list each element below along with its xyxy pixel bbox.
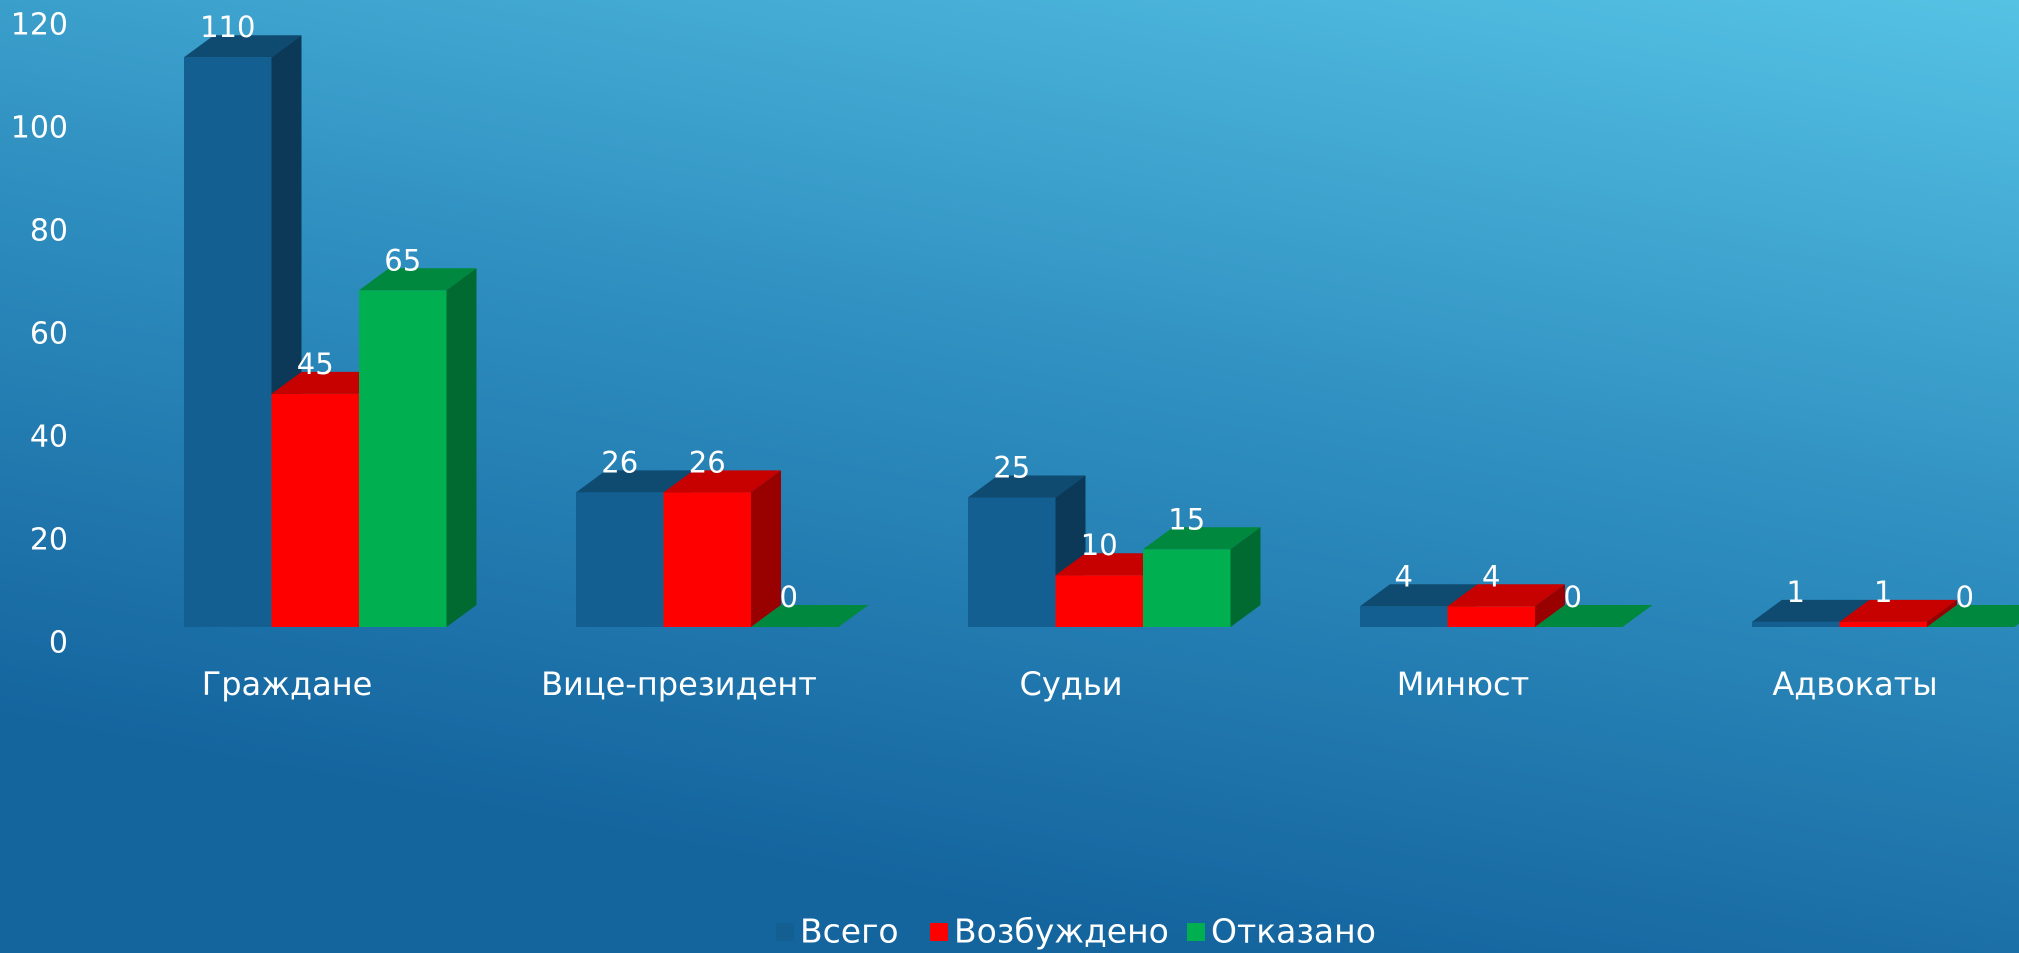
- bar-top: [663, 470, 781, 493]
- bar-top: [1535, 605, 1653, 627]
- value-label: 0: [1564, 580, 1582, 614]
- bar-top: [751, 605, 869, 627]
- bar-top: [359, 268, 477, 291]
- value-label: 110: [200, 10, 255, 44]
- value-label: 1: [1874, 575, 1892, 609]
- legend-label: Всего: [800, 912, 899, 951]
- y-tick-label: 100: [11, 111, 68, 146]
- x-tick-label: Граждане: [202, 665, 373, 703]
- bar-front: [1143, 549, 1231, 627]
- legend-label: Отказано: [1211, 912, 1376, 951]
- bar-front: [1360, 606, 1448, 627]
- x-tick-label: Адвокаты: [1772, 665, 1937, 703]
- bar-front: [968, 497, 1056, 627]
- bar-front: [1447, 606, 1535, 627]
- bar-front: [359, 290, 447, 627]
- value-label: 65: [384, 243, 421, 277]
- y-tick-label: 40: [30, 420, 68, 455]
- bar-side: [751, 470, 781, 627]
- y-tick-label: 120: [11, 8, 68, 43]
- bar-top: [1143, 527, 1261, 550]
- x-tick-label: Вице-президент: [541, 665, 817, 703]
- value-label: 4: [1482, 559, 1500, 593]
- legend-swatch: [1187, 923, 1205, 941]
- bar-side: [1927, 599, 1957, 627]
- bar-front: [1752, 621, 1840, 627]
- bar-top: [1360, 584, 1478, 607]
- y-tick-label: 0: [49, 626, 68, 661]
- y-tick-label: 60: [30, 317, 68, 352]
- value-label: 10: [1081, 528, 1118, 562]
- bar-top: [576, 470, 694, 493]
- bar-top: [1839, 599, 1957, 622]
- y-tick-label: 20: [30, 523, 68, 558]
- y-tick-label: 80: [30, 214, 68, 249]
- bar-side: [446, 268, 477, 627]
- value-label: 45: [297, 347, 334, 381]
- bar-side: [1230, 527, 1261, 627]
- bar-top: [1752, 599, 1870, 622]
- bar-front: [663, 492, 751, 627]
- bar-top: [1447, 584, 1565, 607]
- bar-front: [271, 393, 359, 627]
- bar-side: [1535, 584, 1565, 627]
- legend-swatch: [776, 923, 794, 941]
- bar-front: [1055, 575, 1143, 627]
- bar-front: [184, 57, 272, 627]
- value-label: 26: [601, 445, 638, 479]
- value-label: 25: [993, 451, 1030, 485]
- value-label: 0: [1956, 580, 1974, 614]
- x-tick-label: Судьи: [1019, 665, 1122, 703]
- value-label: 1: [1787, 575, 1805, 609]
- value-label: 26: [689, 445, 726, 479]
- bar-top: [1927, 605, 2019, 627]
- legend-label: Возбуждено: [954, 912, 1169, 951]
- value-label: 0: [780, 580, 798, 614]
- x-tick-label: Минюст: [1397, 665, 1530, 703]
- bar-top: [968, 475, 1086, 498]
- bar-top: [184, 35, 302, 58]
- bar-front: [1839, 621, 1927, 627]
- legend-swatch: [930, 923, 948, 941]
- bar-front: [576, 492, 664, 627]
- value-label: 15: [1168, 502, 1205, 536]
- value-label: 4: [1395, 559, 1413, 593]
